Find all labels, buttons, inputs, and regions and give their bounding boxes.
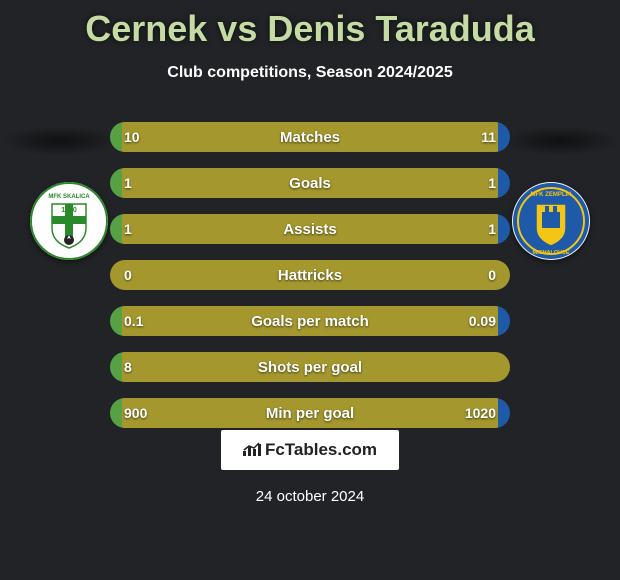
subtitle: Club competitions, Season 2024/2025 [0, 64, 620, 82]
player-silhouette-right [500, 126, 620, 156]
svg-text:1920: 1920 [61, 207, 77, 214]
stat-row: 8Shots per goal [110, 352, 510, 382]
stat-row: 1Goals1 [110, 168, 510, 198]
brand-logo: FcTables.com [221, 430, 399, 470]
page-title: Cernek vs Denis Taraduda [0, 0, 620, 50]
stat-label: Goals per match [110, 313, 510, 330]
stat-label: Assists [110, 221, 510, 238]
svg-text:MFK SKALICA: MFK SKALICA [48, 194, 90, 200]
chart-icon [243, 441, 261, 455]
svg-text:MICHALOVCE: MICHALOVCE [533, 250, 570, 256]
stat-label: Goals [110, 175, 510, 192]
player-silhouette-left [0, 126, 120, 156]
stat-row: 0Hattricks0 [110, 260, 510, 290]
svg-text:MFK ZEMPLÍN: MFK ZEMPLÍN [531, 190, 572, 198]
stats-panel: 10Matches11 1Goals1 1Assists1 0Hattricks0 0.… [110, 122, 510, 444]
date-text: 24 october 2024 [0, 488, 620, 505]
club-badge-left: MFK SKALICA 1920 [30, 182, 108, 260]
stat-label: Matches [110, 129, 510, 146]
stat-label: Hattricks [110, 267, 510, 284]
stat-label: Shots per goal [110, 359, 510, 376]
stat-row: 1Assists1 [110, 214, 510, 244]
stat-label: Min per goal [110, 405, 510, 422]
brand-text: FcTables.com [265, 440, 377, 459]
stat-row: 900Min per goal1020 [110, 398, 510, 428]
club-badge-right: MFK ZEMPLÍN MICHALOVCE [512, 182, 590, 260]
stat-row: 10Matches11 [110, 122, 510, 152]
stat-row: 0.1Goals per match0.09 [110, 306, 510, 336]
